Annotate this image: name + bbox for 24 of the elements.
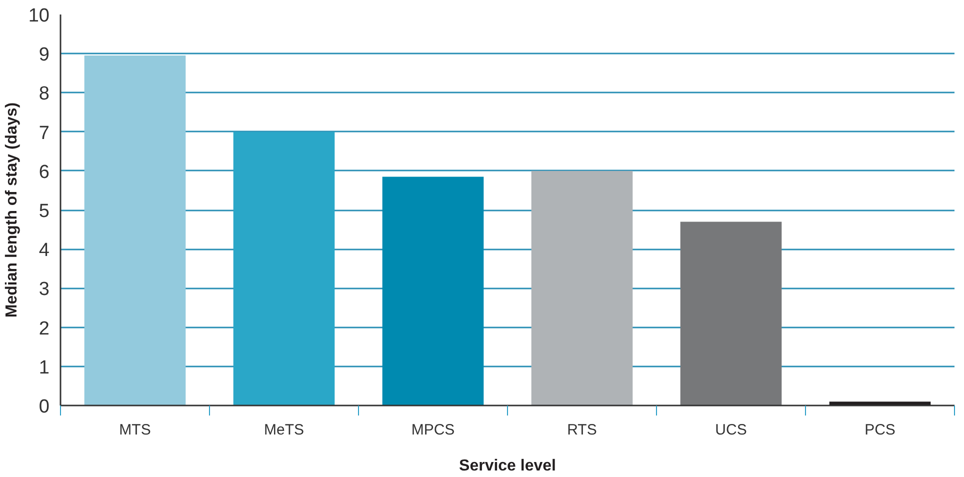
y-axis-title: Median length of stay (days) bbox=[3, 102, 20, 318]
bar bbox=[233, 132, 335, 406]
x-axis-title: Service level bbox=[459, 458, 556, 474]
y-tick-label: 4 bbox=[38, 240, 50, 262]
y-tick-label: 0 bbox=[38, 396, 50, 418]
y-tick-label: 10 bbox=[28, 6, 50, 26]
y-tick-label: 5 bbox=[38, 201, 50, 222]
y-tick-label: 6 bbox=[38, 162, 50, 183]
y-tick-label: 2 bbox=[38, 318, 50, 340]
bar bbox=[531, 170, 633, 406]
y-tick-label: 7 bbox=[38, 122, 50, 144]
bar bbox=[84, 56, 186, 406]
bar bbox=[382, 176, 484, 406]
y-tick-label: 1 bbox=[38, 357, 50, 378]
bar bbox=[680, 222, 782, 406]
x-tick-label: MPCS bbox=[411, 422, 455, 438]
x-tick-label: UCS bbox=[715, 422, 747, 438]
x-tick-label: RTS bbox=[567, 422, 597, 438]
x-tick-label: MeTS bbox=[264, 422, 304, 438]
y-tick-label: 9 bbox=[38, 44, 50, 66]
x-tick-label: MTS bbox=[119, 422, 151, 438]
y-tick-label: 8 bbox=[38, 84, 50, 105]
x-tick-label: PCS bbox=[864, 422, 896, 438]
y-tick-label: 3 bbox=[38, 279, 50, 300]
